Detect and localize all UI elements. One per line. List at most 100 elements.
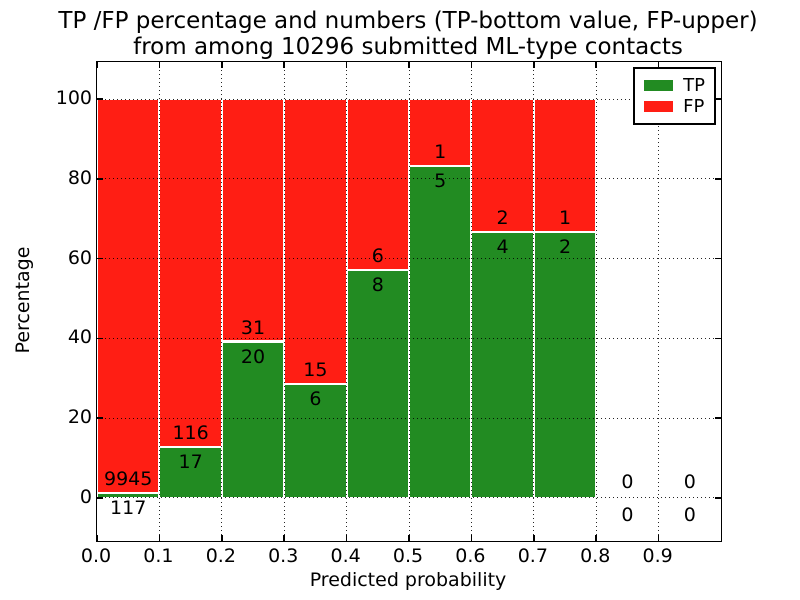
y-tick-right (715, 257, 721, 260)
x-tick-top (657, 62, 660, 68)
legend-item-tp: TP (644, 75, 705, 96)
x-tick-top (470, 62, 473, 68)
plot-area: TP FP 9945 117 116 17 31 20 15 6 6 8 1 5 2 4 1 2 0 0 0 0 (96, 61, 722, 542)
legend-label-fp: FP (683, 95, 705, 117)
x-tick-label: 0.8 (580, 545, 611, 567)
bar-fp (97, 99, 160, 494)
bar-fp (471, 99, 534, 232)
x-tick-label: 0.2 (205, 545, 236, 567)
x-tick-top (345, 62, 348, 68)
x-gridline (158, 62, 160, 541)
x-gridline (283, 62, 285, 541)
x-tick-bottom (470, 535, 473, 541)
x-gridline (408, 62, 410, 541)
x-tick-label: 0.9 (642, 545, 673, 567)
annotation-fp-count: 9945 (104, 468, 153, 491)
x-tick-bottom (408, 535, 410, 541)
annotation-fp-count: 31 (240, 316, 266, 339)
y-tick-label: 20 (67, 406, 92, 429)
x-tick-label: 0.5 (392, 545, 424, 567)
tp-color-swatch (644, 80, 674, 91)
chart-title-line1: TP /FP percentage and numbers (TP-bottom… (58, 8, 758, 34)
bar-tp (471, 232, 534, 498)
annotation-fp-count: 1 (434, 140, 447, 163)
x-gridline (346, 62, 348, 541)
annotation-fp-count: 0 (621, 470, 634, 493)
y-tick-label: 60 (67, 246, 92, 269)
x-tick-top (158, 62, 161, 68)
annotation-tp-count: 4 (496, 236, 509, 259)
y-tick-right (715, 497, 721, 499)
x-tick-bottom (283, 535, 285, 541)
y-tick-right (715, 417, 721, 419)
fp-color-swatch (644, 101, 674, 112)
bar-tp (284, 383, 347, 498)
chart-title: TP /FP percentage and numbers (TP-bottom… (58, 8, 757, 60)
x-gridline (470, 62, 472, 541)
y-tick-left (97, 337, 103, 340)
bar-tp (346, 270, 409, 498)
x-tick-top (408, 62, 410, 68)
y-tick-label: 0 (79, 485, 92, 508)
annotation-fp-count: 116 (172, 421, 209, 444)
y-tick-label: 100 (55, 87, 92, 110)
x-gridline (221, 62, 223, 541)
y-tick-right (715, 98, 721, 100)
annotation-fp-count: 6 (371, 245, 384, 268)
x-tick-label: 0.3 (268, 545, 299, 567)
y-tick-left (97, 178, 103, 180)
x-tick-top (533, 62, 535, 68)
bar-tp (409, 165, 472, 498)
annotation-tp-count: 17 (178, 450, 203, 473)
x-tick-top (221, 62, 223, 68)
x-tick-bottom (158, 535, 161, 541)
annotation-fp-count: 15 (303, 358, 328, 381)
x-tick-bottom (533, 535, 535, 541)
x-tick-top (595, 62, 597, 68)
y-tick-label: 80 (67, 166, 92, 189)
bar-fp (409, 99, 472, 166)
legend-item-fp: FP (644, 96, 705, 117)
x-tick-label: 0.0 (80, 545, 112, 567)
annotation-tp-count: 0 (621, 503, 634, 526)
legend: TP FP (633, 67, 716, 125)
bar-tp (533, 232, 597, 498)
bar-fp (533, 99, 597, 232)
annotation-fp-count: 1 (558, 207, 572, 230)
y-tick-left (97, 417, 103, 419)
x-tick-label: 0.1 (143, 545, 174, 567)
annotation-tp-count: 2 (558, 236, 572, 259)
annotation-fp-count: 0 (683, 470, 696, 493)
annotation-tp-count: 117 (110, 497, 147, 520)
bar-fp (159, 99, 222, 447)
y-tick-left (97, 257, 103, 260)
x-tick-label: 0.4 (330, 545, 361, 567)
x-tick-label: 0.6 (455, 545, 486, 567)
y-tick-right (715, 178, 721, 180)
x-tick-label: 0.7 (517, 545, 548, 567)
annotation-fp-count: 2 (496, 207, 509, 230)
x-tick-bottom (221, 535, 223, 541)
x-tick-bottom (595, 535, 597, 541)
bar-fp (284, 99, 347, 384)
x-tick-top (96, 62, 98, 68)
x-tick-top (283, 62, 285, 68)
x-axis-label: Predicted probability (309, 569, 507, 591)
annotation-tp-count: 20 (240, 345, 266, 368)
x-tick-bottom (657, 535, 660, 541)
x-tick-bottom (96, 535, 98, 541)
annotation-tp-count: 6 (309, 387, 322, 410)
annotation-tp-count: 0 (683, 503, 696, 526)
x-tick-bottom (345, 535, 348, 541)
annotation-tp-count: 5 (434, 169, 447, 192)
legend-label-tp: TP (683, 74, 705, 96)
x-gridline (658, 62, 660, 541)
x-gridline (533, 62, 535, 541)
chart-title-line2: from among 10296 submitted ML-type conta… (133, 34, 683, 60)
y-tick-label: 40 (67, 326, 92, 349)
y-tick-right (715, 337, 721, 340)
y-tick-left (97, 497, 103, 499)
y-axis-label: Percentage (12, 246, 34, 354)
bar-tp (221, 341, 285, 498)
